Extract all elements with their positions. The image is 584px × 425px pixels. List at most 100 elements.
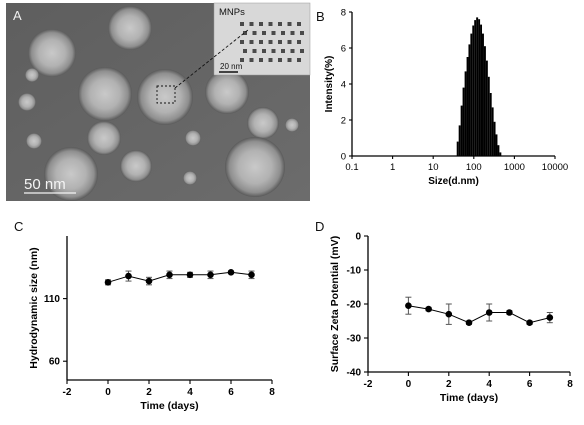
c-point-0 xyxy=(104,279,112,286)
b-x-tick-label-3: 100 xyxy=(466,162,482,173)
d-y-tick-label-0: 0 xyxy=(355,232,361,243)
b-bar-5 xyxy=(464,71,467,156)
d-x-tick-label-2: 2 xyxy=(446,379,452,390)
inset-dot-3 xyxy=(268,22,273,26)
nanoparticle-12 xyxy=(183,171,197,185)
d-x-tick-label-1: 0 xyxy=(406,379,412,390)
inset-dot-17 xyxy=(268,40,273,44)
b-axes: 0.1 1 10 100 1000 10000 0 2 4 6 8 xyxy=(341,8,569,174)
d-series xyxy=(405,296,554,327)
c-x-tick-label-5: 8 xyxy=(269,387,275,398)
tem-inset: MNPs 20 nm xyxy=(213,2,311,76)
d-point-3 xyxy=(465,319,473,327)
nanoparticle-13 xyxy=(25,68,39,82)
nanoparticle-5 xyxy=(247,107,279,139)
c-y-tick-label-1: 110 xyxy=(44,294,61,305)
inset-dot-20 xyxy=(297,40,301,44)
inset-dot-15 xyxy=(249,40,254,44)
inset-dot-23 xyxy=(262,49,266,53)
b-bar-10 xyxy=(474,20,477,156)
nanoparticle-15 xyxy=(18,93,36,111)
b-y-tick-label-2: 4 xyxy=(341,80,346,91)
inset-dot-27 xyxy=(300,49,304,53)
inset-dot-0 xyxy=(240,22,244,26)
d-point-7 xyxy=(546,314,554,321)
scale-bar-label: 50 nm xyxy=(24,176,66,193)
nanoparticle-4 xyxy=(205,70,249,114)
inset-dot-14 xyxy=(240,40,244,44)
c-point-1 xyxy=(125,272,132,280)
b-bar-2 xyxy=(458,125,461,156)
inset-dot-5 xyxy=(287,22,292,26)
b-bar-14 xyxy=(482,33,484,156)
b-y-axis-label: Intensity(%) xyxy=(324,56,335,113)
c-point-2 xyxy=(145,277,153,285)
b-bar-15 xyxy=(483,46,486,157)
inset-dot-9 xyxy=(262,31,266,35)
b-y-tick-label-0: 0 xyxy=(341,152,346,163)
d-x-tick-label-5: 8 xyxy=(567,379,573,390)
b-x-tick-label-0: 0.1 xyxy=(345,162,358,173)
chart-d: D -2 0 2 4 6 80-10-20-30-40 Time (days) Surfa… xyxy=(315,219,573,404)
d-x-tick-label-0: -2 xyxy=(364,379,373,390)
inset-dot-25 xyxy=(281,49,285,53)
inset-dot-21 xyxy=(243,49,247,53)
b-bar-23 xyxy=(499,152,502,156)
nanoparticle-9 xyxy=(225,137,285,197)
d-y-tick-label-2: -20 xyxy=(347,300,362,311)
d-y-tick-label-4: -40 xyxy=(347,368,362,379)
b-bar-20 xyxy=(493,121,496,156)
b-x-tick-label-1: 1 xyxy=(390,162,395,173)
c-y-axis-label: Hydrodynamic size (nm) xyxy=(28,247,40,368)
b-y-tick-label-1: 2 xyxy=(341,116,346,127)
panel-label-c: C xyxy=(14,219,23,234)
d-point-2 xyxy=(445,310,453,318)
b-bar-11 xyxy=(476,17,479,157)
inset-dot-2 xyxy=(259,22,263,26)
inset-dot-11 xyxy=(281,31,285,35)
inset-dot-16 xyxy=(259,40,263,44)
c-point-6 xyxy=(227,269,235,276)
inset-dot-4 xyxy=(278,22,282,26)
inset-dot-8 xyxy=(252,31,257,35)
b-x-tick-label-5: 10000 xyxy=(542,162,568,173)
b-bar-4 xyxy=(462,87,465,156)
inset-title: MNPs xyxy=(219,7,245,18)
nanoparticle-3 xyxy=(137,69,193,125)
b-bar-21 xyxy=(495,134,498,156)
c-x-tick-label-2: 2 xyxy=(146,387,152,398)
c-point-4 xyxy=(186,271,194,279)
inset-dot-22 xyxy=(252,49,257,53)
c-series-line xyxy=(107,271,252,283)
panel-label-b: B xyxy=(316,9,325,24)
nanoparticle-8 xyxy=(44,147,98,201)
d-x-tick-label-4: 6 xyxy=(527,379,533,390)
d-x-axis-label: Time (days) xyxy=(440,392,498,404)
tem-image: MNPs 20 nm 50 nm A xyxy=(6,2,311,201)
inset-dot-7 xyxy=(243,31,247,35)
inset-dot-33 xyxy=(287,58,292,62)
inset-dot-32 xyxy=(278,58,282,62)
c-point-3 xyxy=(166,271,173,279)
c-y-tick-label-0: 60 xyxy=(49,357,61,368)
d-y-tick-label-1: -10 xyxy=(347,266,362,277)
nanoparticle-0 xyxy=(28,29,76,77)
inset-dot-31 xyxy=(268,58,273,62)
d-y-tick-label-3: -30 xyxy=(347,334,362,345)
inset-nanoparticles xyxy=(240,22,304,62)
inset-dot-1 xyxy=(249,22,254,26)
b-y-tick-label-4: 8 xyxy=(341,8,346,19)
b-bar-8 xyxy=(470,33,473,156)
c-x-tick-label-3: 4 xyxy=(187,387,193,398)
b-bar-6 xyxy=(466,57,469,156)
c-x-tick-label-0: -2 xyxy=(63,387,72,398)
c-x-tick-label-4: 6 xyxy=(228,387,234,398)
c-point-5 xyxy=(207,271,214,279)
d-point-1 xyxy=(425,305,432,313)
b-bar-3 xyxy=(460,105,463,156)
chart-b: B 0.1 1 10 100 1000 10000 0 2 4 6 8 Size(d.nm) Int… xyxy=(316,8,568,188)
d-point-0 xyxy=(405,302,412,310)
nanoparticle-14 xyxy=(285,118,299,132)
nanoparticle-11 xyxy=(185,130,201,146)
